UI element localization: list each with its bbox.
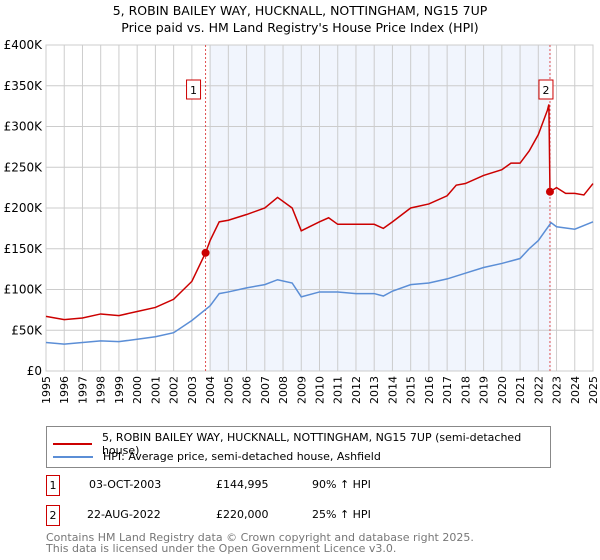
price-chart: 1995 1996 1997 1998 1999 2000 2001 2002 2003 2004… <box>4 38 600 404</box>
x-tick-label: 2022 <box>532 376 545 404</box>
x-tick-label: 1995 <box>40 376 53 404</box>
x-tick-label: 2012 <box>350 376 363 404</box>
y-tick-label: £100K <box>4 283 44 297</box>
legend-label: HPI: Average price, semi-detached house,… <box>103 450 381 463</box>
footer-line: Contains HM Land Registry data © Crown c… <box>46 531 474 544</box>
y-tick-label: £250K <box>4 160 44 174</box>
x-tick-label: 2002 <box>168 376 181 404</box>
transaction-date: 22-AUG-2022 <box>87 508 161 521</box>
y-tick-label: £300K <box>4 120 44 134</box>
x-tick-label: 2013 <box>368 376 381 404</box>
x-tick-label: 2015 <box>405 376 418 404</box>
x-tick-label: 2025 <box>587 376 600 404</box>
x-tick-label: 2003 <box>186 376 199 404</box>
legend-item-hpi: HPI: Average price, semi-detached house,… <box>53 450 381 463</box>
x-tick-label: 2006 <box>241 376 254 404</box>
chart-subtitle: Price paid vs. HM Land Registry's House … <box>121 20 479 35</box>
y-tick-label: £150K <box>4 242 44 256</box>
x-tick-label: 1996 <box>58 376 71 404</box>
transaction-date: 03-OCT-2003 <box>89 478 162 491</box>
footer: Contains HM Land Registry data © Crown c… <box>46 532 474 554</box>
marker-box <box>186 79 202 100</box>
x-tick-label: 1999 <box>113 376 126 404</box>
series-line <box>45 104 594 321</box>
x-tick-label: 2005 <box>222 376 235 404</box>
y-tick-label: £200K <box>4 201 44 215</box>
x-tick-label: 2000 <box>131 376 144 404</box>
transaction-hpi: 90% ↑ HPI <box>312 478 371 491</box>
marker-badge: 2 <box>46 505 60 526</box>
series-line <box>45 221 594 345</box>
plot-frame <box>45 44 594 372</box>
y-tick-label: £0 <box>27 364 42 378</box>
x-tick-label: 2019 <box>478 376 491 404</box>
y-tick-label: £50K <box>11 323 43 337</box>
transaction-row: 2 22-AUG-2022 £220,000 25% ↑ HPI <box>46 505 446 526</box>
sale-point <box>201 248 210 257</box>
x-tick-label: 2024 <box>569 376 582 404</box>
legend-label: 5, ROBIN BAILEY WAY, HUCKNALL, NOTTINGHA… <box>101 431 522 457</box>
x-tick-label: 1998 <box>95 376 108 404</box>
x-tick-label: 1997 <box>76 376 89 404</box>
transaction-price: £144,995 <box>216 478 269 491</box>
x-tick-label: 2001 <box>149 376 162 404</box>
transaction-row: 1 03-OCT-2003 £144,995 90% ↑ HPI <box>46 475 446 496</box>
x-tick-label: 2021 <box>514 376 527 404</box>
x-tick-label: 2020 <box>496 376 509 404</box>
footer-line: This data is licensed under the Open Gov… <box>46 542 397 555</box>
marker-label: 2 <box>542 84 549 97</box>
y-tick-label: £350K <box>4 79 44 93</box>
legend: 5, ROBIN BAILEY WAY, HUCKNALL, NOTTINGHA… <box>46 426 551 468</box>
x-tick-label: 2017 <box>441 376 454 404</box>
x-tick-label: 2007 <box>259 376 272 404</box>
transaction-hpi: 25% ↑ HPI <box>312 508 371 521</box>
x-tick-label: 2014 <box>386 376 399 404</box>
sale-point <box>545 187 554 196</box>
x-tick-label: 2004 <box>204 376 217 404</box>
x-tick-label: 2008 <box>277 376 290 404</box>
marker-badge: 1 <box>46 475 60 496</box>
x-tick-label: 2016 <box>423 376 436 404</box>
x-tick-label: 2009 <box>295 376 308 404</box>
chart-title: 5, ROBIN BAILEY WAY, HUCKNALL, NOTTINGHA… <box>112 3 488 18</box>
x-tick-label: 2018 <box>459 376 472 404</box>
marker-label: 1 <box>190 84 197 97</box>
legend-item-property: 5, ROBIN BAILEY WAY, HUCKNALL, NOTTINGHA… <box>53 431 550 457</box>
marker-box <box>538 79 554 100</box>
x-tick-label: 2010 <box>314 376 327 404</box>
x-tick-label: 2023 <box>551 376 564 404</box>
legend-swatch-blue <box>53 455 93 458</box>
legend-swatch-red <box>53 443 92 445</box>
y-tick-label: £400K <box>4 38 44 52</box>
transaction-price: £220,000 <box>216 508 269 521</box>
x-tick-label: 2011 <box>332 376 345 404</box>
